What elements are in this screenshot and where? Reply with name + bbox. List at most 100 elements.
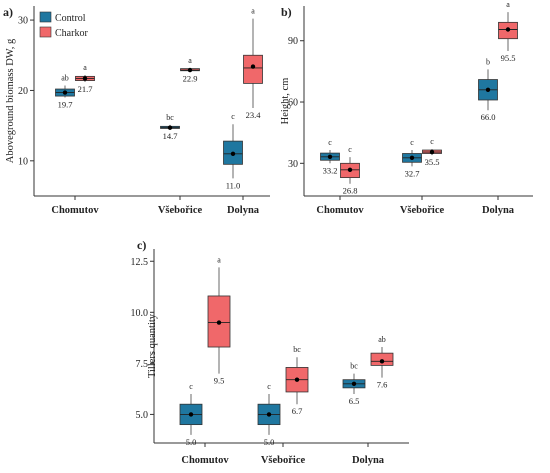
significance-letter: a <box>506 0 510 9</box>
box-charkor-chomutov: a 9.5 <box>207 255 231 386</box>
panel-b-height: b) 30 60 90 Height, cm Chomutov Všebořice Dolyn… <box>280 0 533 216</box>
legend-swatch <box>39 26 52 38</box>
x-category-label: Dolyna <box>352 455 385 466</box>
mean-point <box>250 64 256 69</box>
x-category-label: Všebořice <box>400 205 445 216</box>
significance-letter: c <box>267 382 271 391</box>
x-category-label: Všebořice <box>158 205 203 216</box>
y-tick-label: 20 <box>18 86 28 97</box>
box-iqr <box>243 54 263 84</box>
mean-value-label: 35.5 <box>425 157 440 167</box>
y-tick-label: 90 <box>288 36 298 47</box>
significance-letter: bc <box>293 345 301 354</box>
significance-letter: c <box>231 112 235 121</box>
mean-value-label: 5.0 <box>264 437 275 447</box>
mean-value-label: 19.7 <box>58 99 73 109</box>
box-control-dolyna: bc 6.5 <box>342 362 366 406</box>
mean-value-label: 22.9 <box>183 73 198 83</box>
panel-c-tillers: c) 5.0 7.5 10.0 12.5 Tillers quantity Chomutov… <box>131 238 409 466</box>
significance-letter: c <box>189 382 193 391</box>
mean-value-label: 32.7 <box>405 168 420 178</box>
y-tick-label: 30 <box>18 16 28 27</box>
significance-letter: b <box>486 57 490 66</box>
mean-value-label: 7.6 <box>377 380 388 390</box>
mean-point <box>505 27 511 32</box>
significance-letter: c <box>328 138 332 147</box>
legend: Control Charkor <box>39 11 88 39</box>
significance-letter: a <box>217 255 221 264</box>
box-control-chomutov: c 5.0 <box>179 382 203 447</box>
y-tick-label: 7.5 <box>136 359 149 370</box>
mean-point <box>327 154 333 159</box>
y-tick-label: 60 <box>288 98 298 109</box>
box-control-dolyna: c 11.0 <box>223 112 243 190</box>
y-tick-label: 30 <box>288 159 298 170</box>
mean-point <box>429 149 435 155</box>
box-charkor-všebořice: bc 6.7 <box>285 345 309 416</box>
mean-point <box>188 412 194 417</box>
mean-point <box>187 67 193 73</box>
panel-label: a) <box>3 5 13 19</box>
significance-letter: c <box>410 138 414 147</box>
mean-point <box>351 381 357 386</box>
mean-value-label: 14.7 <box>163 131 178 141</box>
box-control-všebořice: c 5.0 <box>257 382 281 447</box>
significance-letter: a <box>188 56 192 65</box>
box-charkor-chomutov: c 26.8 <box>340 145 360 196</box>
y-tick-label: 5.0 <box>136 410 149 421</box>
x-category-label: Všebořice <box>261 455 306 466</box>
legend-swatch <box>39 11 52 23</box>
mean-point <box>230 151 236 156</box>
y-tick-label: 10.0 <box>131 308 149 319</box>
box-control-všebořice: bc 14.7 <box>160 113 180 141</box>
mean-value-label: 6.5 <box>349 396 360 406</box>
mean-value-label: 95.5 <box>501 53 516 63</box>
significance-letter: c <box>430 137 434 146</box>
mean-point <box>485 87 491 92</box>
y-axis-title: Height, cm <box>280 78 291 125</box>
mean-point <box>62 90 68 95</box>
x-category-label: Chomutov <box>316 205 364 216</box>
x-category-label: Chomutov <box>181 455 229 466</box>
legend-label: Control <box>55 13 86 24</box>
mean-point <box>379 359 385 364</box>
box-charkor-dolyna: a 23.4 <box>243 7 263 120</box>
box-control-všebořice: c 32.7 <box>402 138 422 178</box>
mean-value-label: 21.7 <box>78 84 93 94</box>
y-tick-label: 12.5 <box>131 257 149 268</box>
box-control-dolyna: b 66.0 <box>478 57 498 122</box>
y-axis-title: Tillers quantity <box>147 313 158 378</box>
mean-value-label: 6.7 <box>292 406 303 416</box>
panel-label: c) <box>137 238 146 252</box>
significance-letter: bc <box>166 113 174 122</box>
mean-point <box>167 125 173 130</box>
significance-letter: bc <box>350 362 358 371</box>
box-control-chomutov: c 33.2 <box>320 138 340 175</box>
significance-letter: a <box>251 7 255 16</box>
x-category-label: Chomutov <box>51 205 99 216</box>
mean-point <box>409 155 415 160</box>
mean-value-label: 5.0 <box>186 437 197 447</box>
mean-value-label: 9.5 <box>214 376 225 386</box>
box-control-chomutov: ab 19.7 <box>55 74 75 109</box>
panel-label: b) <box>281 5 292 19</box>
mean-value-label: 33.2 <box>323 165 338 175</box>
box-charkor-dolyna: a 95.5 <box>498 0 518 63</box>
significance-letter: ab <box>61 74 69 83</box>
y-axis-title: Aboveground biomass DW, g <box>5 38 16 163</box>
mean-point <box>347 167 353 173</box>
significance-letter: a <box>83 63 87 72</box>
box-charkor-dolyna: ab 7.6 <box>370 335 394 390</box>
box-charkor-všebořice: a 22.9 <box>180 56 200 83</box>
mean-value-label: 11.0 <box>226 180 241 190</box>
mean-value-label: 66.0 <box>481 112 496 122</box>
x-category-label: Dolyna <box>227 205 260 216</box>
mean-point <box>294 377 300 382</box>
mean-point <box>266 412 272 417</box>
y-tick-label: 10 <box>18 156 28 167</box>
legend-label: Charkor <box>55 28 88 39</box>
box-charkor-chomutov: a 21.7 <box>75 63 95 94</box>
x-category-label: Dolyna <box>482 205 515 216</box>
